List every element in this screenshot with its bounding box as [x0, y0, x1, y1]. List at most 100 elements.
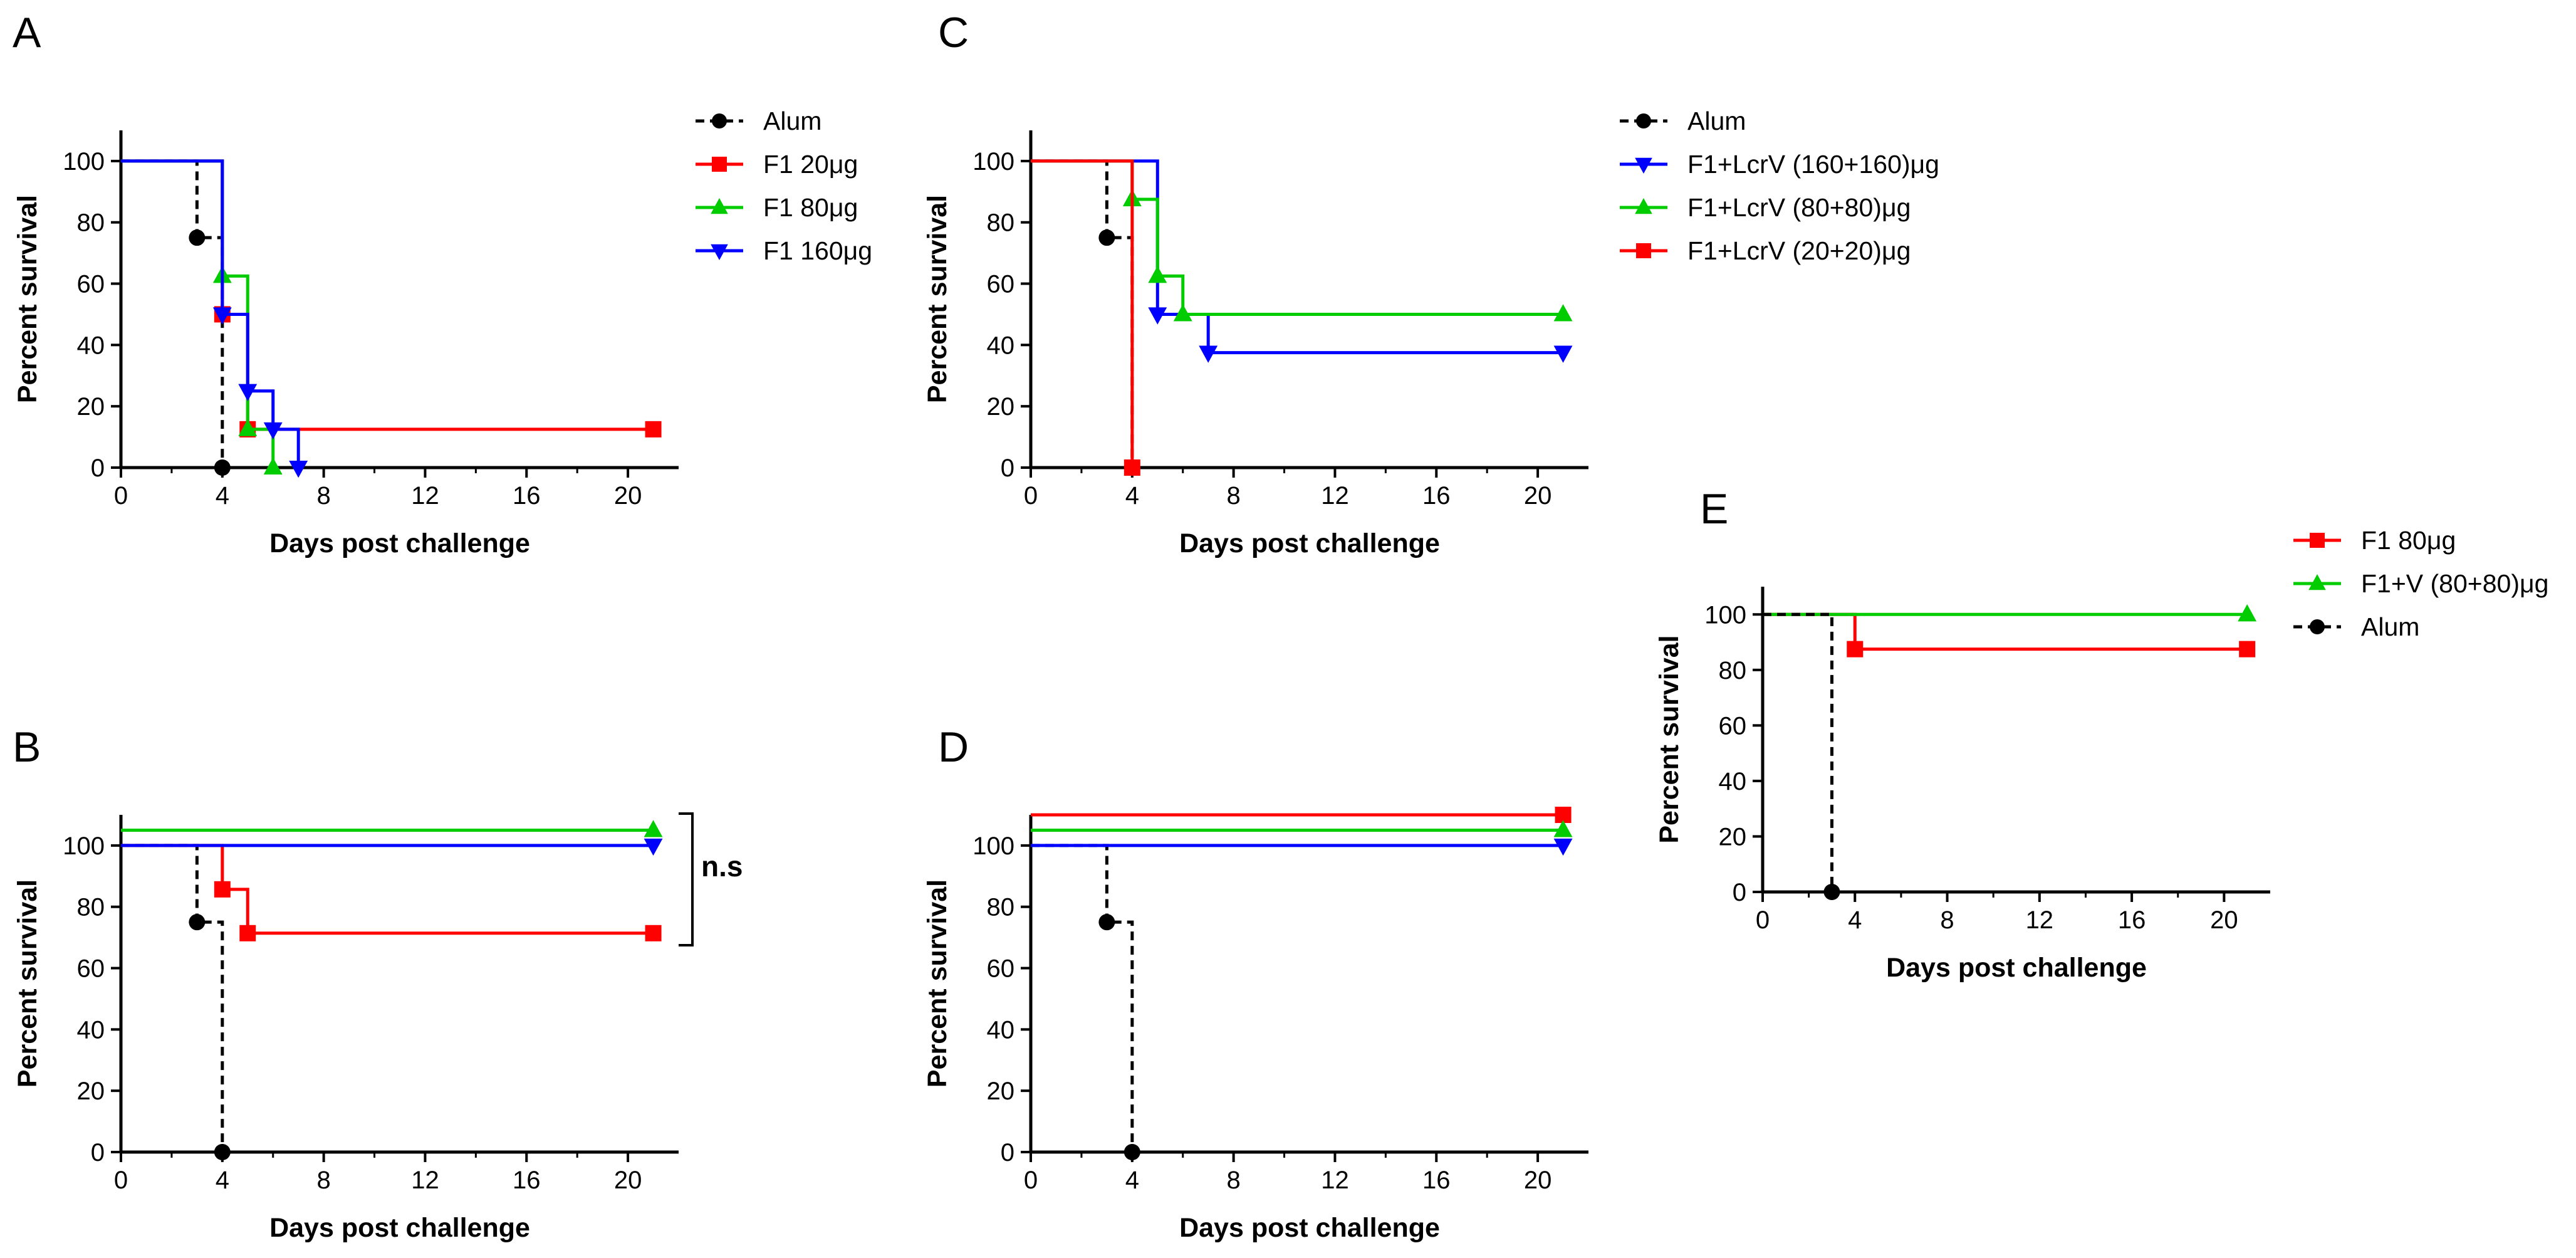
- x-tick-label: 16: [513, 1166, 541, 1194]
- legend-marker: [2310, 619, 2325, 634]
- series-2: [1763, 604, 2257, 622]
- y-tick-label: 40: [1719, 768, 1747, 795]
- y-tick-label: 80: [987, 209, 1015, 237]
- series-1: [1031, 159, 1140, 476]
- x-axis-title: Days post challenge: [1179, 1213, 1440, 1243]
- legend-label: Alum: [1687, 107, 1746, 135]
- panel-c: C 0 4 8 12 16 20 0 20 40 60 80 100 Days post challeng…: [922, 9, 1939, 558]
- censor-marker: [238, 384, 258, 401]
- legend-label: F1+LcrV (20+20)μg: [1687, 236, 1911, 265]
- y-tick-label: 100: [63, 148, 105, 176]
- series-4: [1031, 838, 1573, 856]
- x-tick-label: 4: [216, 482, 229, 510]
- y-tick-label: 80: [987, 894, 1015, 921]
- censor-marker: [239, 925, 256, 941]
- x-tick-label: 16: [513, 482, 541, 510]
- survival-curve: [1031, 159, 1563, 355]
- censor-marker: [2239, 641, 2256, 658]
- y-tick-label: 80: [1719, 657, 1747, 684]
- censor-marker: [214, 459, 231, 476]
- y-tick-label: 100: [973, 148, 1014, 176]
- y-tick-label: 80: [77, 894, 105, 921]
- censor-marker: [1173, 304, 1192, 322]
- x-tick-label: 8: [317, 1166, 331, 1194]
- x-tick-label: 20: [2210, 906, 2238, 934]
- censor-marker: [289, 460, 308, 478]
- y-axis-title: Percent survival: [1654, 635, 1684, 843]
- legend-marker: [2308, 574, 2326, 590]
- x-tick-label: 16: [1422, 482, 1451, 510]
- censor-marker: [238, 419, 258, 436]
- y-tick-label: 20: [1719, 823, 1747, 851]
- y-tick-label: 40: [77, 1016, 105, 1044]
- x-tick-label: 8: [317, 482, 331, 510]
- censor-marker: [1553, 345, 1573, 363]
- y-tick-label: 60: [1719, 712, 1747, 740]
- censor-marker: [214, 881, 231, 898]
- x-tick-label: 20: [614, 1166, 642, 1194]
- y-tick-label: 60: [987, 271, 1015, 298]
- y-tick-label: 20: [987, 1077, 1015, 1105]
- panel-letter: B: [13, 723, 41, 771]
- series-4: [121, 838, 663, 856]
- series-1: [1031, 844, 1140, 1160]
- legend-marker: [712, 157, 727, 172]
- censor-marker: [214, 1144, 231, 1160]
- panel-e: E 0 4 8 12 16 20 0 20 40 60 80 100 Days post challeng…: [1654, 485, 2548, 983]
- panel-letter: C: [938, 9, 969, 56]
- survival-curve: [1763, 612, 1833, 892]
- x-tick-label: 4: [1848, 906, 1862, 934]
- legend-marker: [2310, 533, 2325, 548]
- x-tick-label: 4: [1125, 1166, 1139, 1194]
- x-tick-label: 20: [614, 482, 642, 510]
- legend-label: F1+V (80+80)μg: [2361, 569, 2548, 598]
- panel-letter: E: [1700, 485, 1728, 533]
- survival-curve: [121, 844, 224, 1152]
- censor-marker: [1847, 641, 1864, 658]
- legend-label: F1 80μg: [2361, 526, 2456, 555]
- y-tick-label: 100: [1704, 601, 1746, 629]
- y-tick-label: 40: [987, 332, 1015, 359]
- legend-marker: [1635, 157, 1652, 174]
- survival-curve: [121, 159, 224, 468]
- y-tick-label: 0: [91, 1139, 105, 1166]
- series-4: [121, 159, 308, 478]
- legend-marker: [712, 113, 727, 128]
- panel-letter: A: [13, 9, 41, 56]
- series-1: [1763, 612, 2256, 658]
- series-2: [121, 159, 662, 438]
- survival-curve: [1763, 612, 2248, 651]
- y-tick-label: 80: [77, 209, 105, 237]
- censor-marker: [1823, 884, 1840, 900]
- censor-marker: [1148, 266, 1167, 283]
- y-tick-label: 60: [77, 271, 105, 298]
- x-tick-label: 0: [1756, 906, 1770, 934]
- y-tick-label: 0: [1001, 454, 1014, 482]
- y-tick-label: 20: [987, 393, 1015, 421]
- censor-marker: [263, 457, 283, 475]
- legend-marker: [711, 244, 728, 260]
- y-axis-title: Percent survival: [13, 195, 43, 403]
- censor-marker: [1553, 820, 1573, 837]
- x-tick-label: 12: [1321, 1166, 1349, 1194]
- legend-marker: [711, 198, 728, 214]
- x-tick-label: 16: [2118, 906, 2146, 934]
- x-tick-label: 8: [1940, 906, 1954, 934]
- y-tick-label: 60: [987, 955, 1015, 983]
- x-tick-label: 16: [1422, 1166, 1451, 1194]
- legend-label: F1 20μg: [763, 150, 858, 179]
- panel-letter: D: [938, 723, 969, 771]
- series-3: [121, 159, 283, 475]
- series-2: [1031, 807, 1572, 823]
- censor-marker: [189, 229, 206, 246]
- y-tick-label: 0: [91, 454, 105, 482]
- series-1: [121, 844, 231, 1160]
- panel-a: A 0 4 8 12 16 20 0 20 40 60 80 100 Days post challeng…: [13, 9, 872, 558]
- x-tick-label: 12: [411, 1166, 439, 1194]
- series-1: [121, 159, 231, 476]
- legend-label: F1 80μg: [763, 193, 858, 222]
- x-tick-label: 8: [1227, 482, 1241, 510]
- y-tick-label: 20: [77, 1077, 105, 1105]
- survival-curve: [121, 159, 654, 431]
